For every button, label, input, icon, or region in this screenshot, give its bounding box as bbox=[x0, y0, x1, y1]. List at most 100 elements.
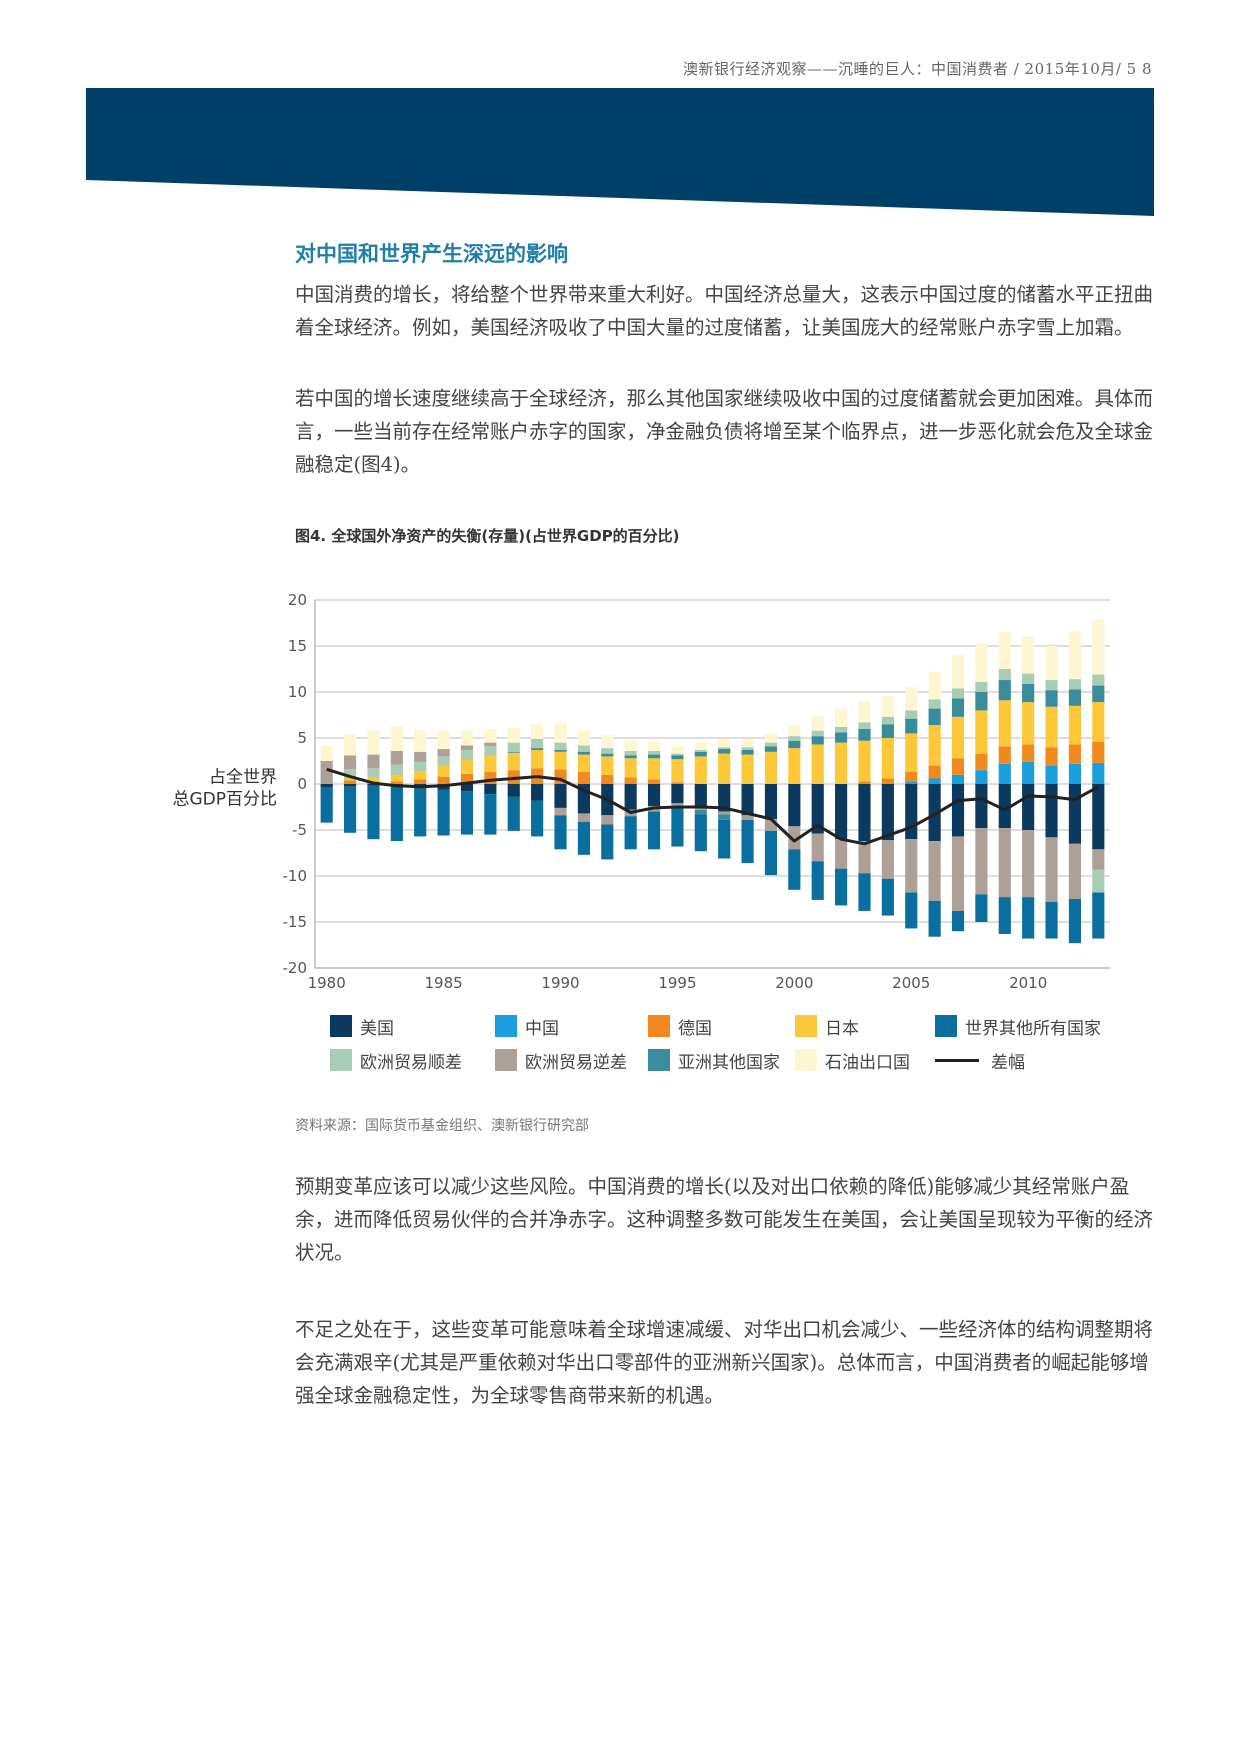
bar-germany-1981 bbox=[343, 780, 357, 784]
bar-rest_of_world-1982 bbox=[367, 785, 380, 840]
bar-japan-1994 bbox=[647, 758, 661, 780]
bar-oil-2003 bbox=[858, 701, 871, 723]
bar-oil-2011 bbox=[1045, 646, 1058, 681]
banner-shape bbox=[86, 88, 1154, 216]
line-diff bbox=[326, 767, 1100, 846]
bar-euro_surplus-2003 bbox=[858, 722, 871, 729]
paragraph-4: 不足之处在于，这些变革可能意味着全球增速减缓、对华出口机会减少、一些经济体的结构… bbox=[295, 1318, 1154, 1407]
y-tick-label: 20 bbox=[288, 591, 307, 609]
bar-euro_surplus-1983 bbox=[390, 764, 403, 776]
bar-euro_deficit-1981 bbox=[343, 755, 357, 770]
legend-label-euro-deficit: 欧洲贸易逆差 bbox=[525, 1052, 627, 1073]
bar-japan-1991 bbox=[577, 754, 590, 773]
bar-rest_of_world-1996 bbox=[694, 814, 707, 852]
legend-label-germany: 德国 bbox=[678, 1018, 712, 1039]
bar-japan-2003 bbox=[858, 740, 871, 782]
bar-oil-2009 bbox=[998, 632, 1011, 669]
legend-item-diff: 差幅 bbox=[935, 1046, 1025, 1074]
bar-rest_of_world-1980 bbox=[320, 787, 333, 823]
bar-euro_deficit_neg-1992 bbox=[601, 815, 614, 825]
bar-germany-2012 bbox=[1068, 744, 1082, 764]
legend-swatch-us bbox=[330, 1015, 352, 1037]
bar-euro_deficit_neg-2007 bbox=[951, 836, 965, 911]
bar-china-2013 bbox=[1092, 762, 1105, 784]
bar-euro_surplus-2010 bbox=[1022, 673, 1035, 684]
bar-oil-2005 bbox=[905, 687, 918, 711]
bar-rest_of_world-2006 bbox=[928, 900, 941, 937]
bar-euro_surplus-2013 bbox=[1092, 674, 1105, 686]
bar-euro_surplus-1998 bbox=[741, 747, 754, 750]
bar-germany-2013 bbox=[1092, 741, 1105, 763]
bar-other_asia-1995 bbox=[671, 755, 684, 760]
bar-us-2011 bbox=[1045, 784, 1058, 838]
bar-china-2011 bbox=[1045, 765, 1058, 784]
header-banner bbox=[86, 88, 1154, 216]
bar-china-2006 bbox=[928, 778, 941, 784]
bar-us-1997 bbox=[718, 784, 731, 812]
legend-label-japan: 日本 bbox=[825, 1018, 859, 1039]
bar-euro_surplus-2012 bbox=[1068, 679, 1082, 690]
bar-japan-2002 bbox=[835, 742, 848, 784]
bar-other_asia-2001 bbox=[811, 736, 824, 745]
y-tick-label: -10 bbox=[283, 867, 308, 885]
bar-euro_deficit_neg-1995 bbox=[671, 803, 684, 807]
y-tick-label: 0 bbox=[297, 775, 307, 793]
x-tick-label: 2010 bbox=[1009, 974, 1047, 992]
bar-euro_surplus-2011 bbox=[1045, 680, 1058, 691]
bar-japan-1998 bbox=[741, 754, 754, 784]
bar-oil-1996 bbox=[694, 742, 707, 750]
bar-oil-1988 bbox=[507, 727, 520, 743]
bar-other_asia-2013 bbox=[1092, 685, 1105, 703]
bar-germany-2004 bbox=[881, 778, 894, 784]
bar-euro_surplus-1985 bbox=[437, 756, 450, 766]
bar-euro_surplus-2000 bbox=[788, 736, 801, 741]
bar-us-1993 bbox=[624, 784, 637, 810]
legend-swatch-rest-of-world bbox=[935, 1015, 957, 1037]
bar-euro_surplus-1993 bbox=[624, 750, 637, 756]
bar-euro_surplus-2002 bbox=[835, 726, 848, 733]
bar-euro_surplus-2007 bbox=[951, 688, 965, 699]
legend-label-other-asia: 亚洲其他国家 bbox=[678, 1052, 780, 1073]
bar-euro_surplus_neg-2013 bbox=[1092, 869, 1105, 893]
bar-euro_deficit-1980 bbox=[320, 761, 333, 784]
y-tick-label: -15 bbox=[283, 913, 308, 931]
bar-oil-1994 bbox=[647, 741, 661, 751]
bar-euro_deficit-1984 bbox=[414, 751, 427, 762]
bar-euro_deficit_neg-2009 bbox=[998, 828, 1011, 898]
bar-us-2010 bbox=[1022, 784, 1035, 830]
bar-us-2005 bbox=[905, 784, 918, 840]
bar-other_asia-1989 bbox=[531, 748, 544, 750]
bar-rest_of_world-1999 bbox=[764, 830, 778, 876]
paragraph-2: 若中国的增长速度继续高于全球经济，那么其他国家继续吸收中国的过度储蓄就会更加困难… bbox=[295, 387, 1154, 476]
figure-title: 图4. 全球国外净资产的失衡(存量)(占世界GDP的百分比) bbox=[295, 527, 680, 545]
bar-oil-1985 bbox=[437, 730, 450, 750]
bar-euro_surplus-1996 bbox=[694, 749, 707, 752]
bar-euro_deficit_neg-1998 bbox=[741, 815, 754, 820]
bar-other_asia-2000 bbox=[788, 740, 801, 749]
bar-rest_of_world-1989 bbox=[531, 800, 544, 837]
bar-other_asia-2010 bbox=[1022, 683, 1035, 703]
bar-euro_surplus-1987 bbox=[484, 746, 497, 756]
bar-euro_deficit_neg-2011 bbox=[1045, 837, 1058, 902]
legend-swatch-euro-surplus bbox=[330, 1049, 352, 1071]
bar-us-1988 bbox=[507, 784, 520, 797]
bar-germany-2008 bbox=[975, 753, 988, 771]
legend-item-other-asia: 亚洲其他国家 bbox=[648, 1046, 780, 1074]
bar-oil-2004 bbox=[881, 695, 894, 717]
bar-euro_surplus-1991 bbox=[577, 745, 590, 752]
bar-japan-2009 bbox=[998, 700, 1011, 747]
legend-item-japan: 日本 bbox=[795, 1012, 859, 1040]
bar-japan-2007 bbox=[951, 716, 965, 759]
bar-germany-1995 bbox=[671, 782, 684, 784]
bar-oil-1998 bbox=[741, 738, 754, 748]
bar-japan-2006 bbox=[928, 725, 941, 766]
bar-japan-2000 bbox=[788, 748, 801, 784]
bar-oil-1991 bbox=[577, 729, 590, 746]
x-tick-label: 1995 bbox=[658, 974, 696, 992]
bar-euro_deficit_neg-1999 bbox=[764, 818, 778, 831]
bar-oil-1983 bbox=[390, 726, 403, 751]
y-tick-label: 10 bbox=[288, 683, 307, 701]
bar-rest_of_world-2013 bbox=[1092, 892, 1105, 939]
bar-other_asia-1994 bbox=[647, 754, 661, 759]
bar-euro_deficit_neg-2006 bbox=[928, 841, 941, 901]
